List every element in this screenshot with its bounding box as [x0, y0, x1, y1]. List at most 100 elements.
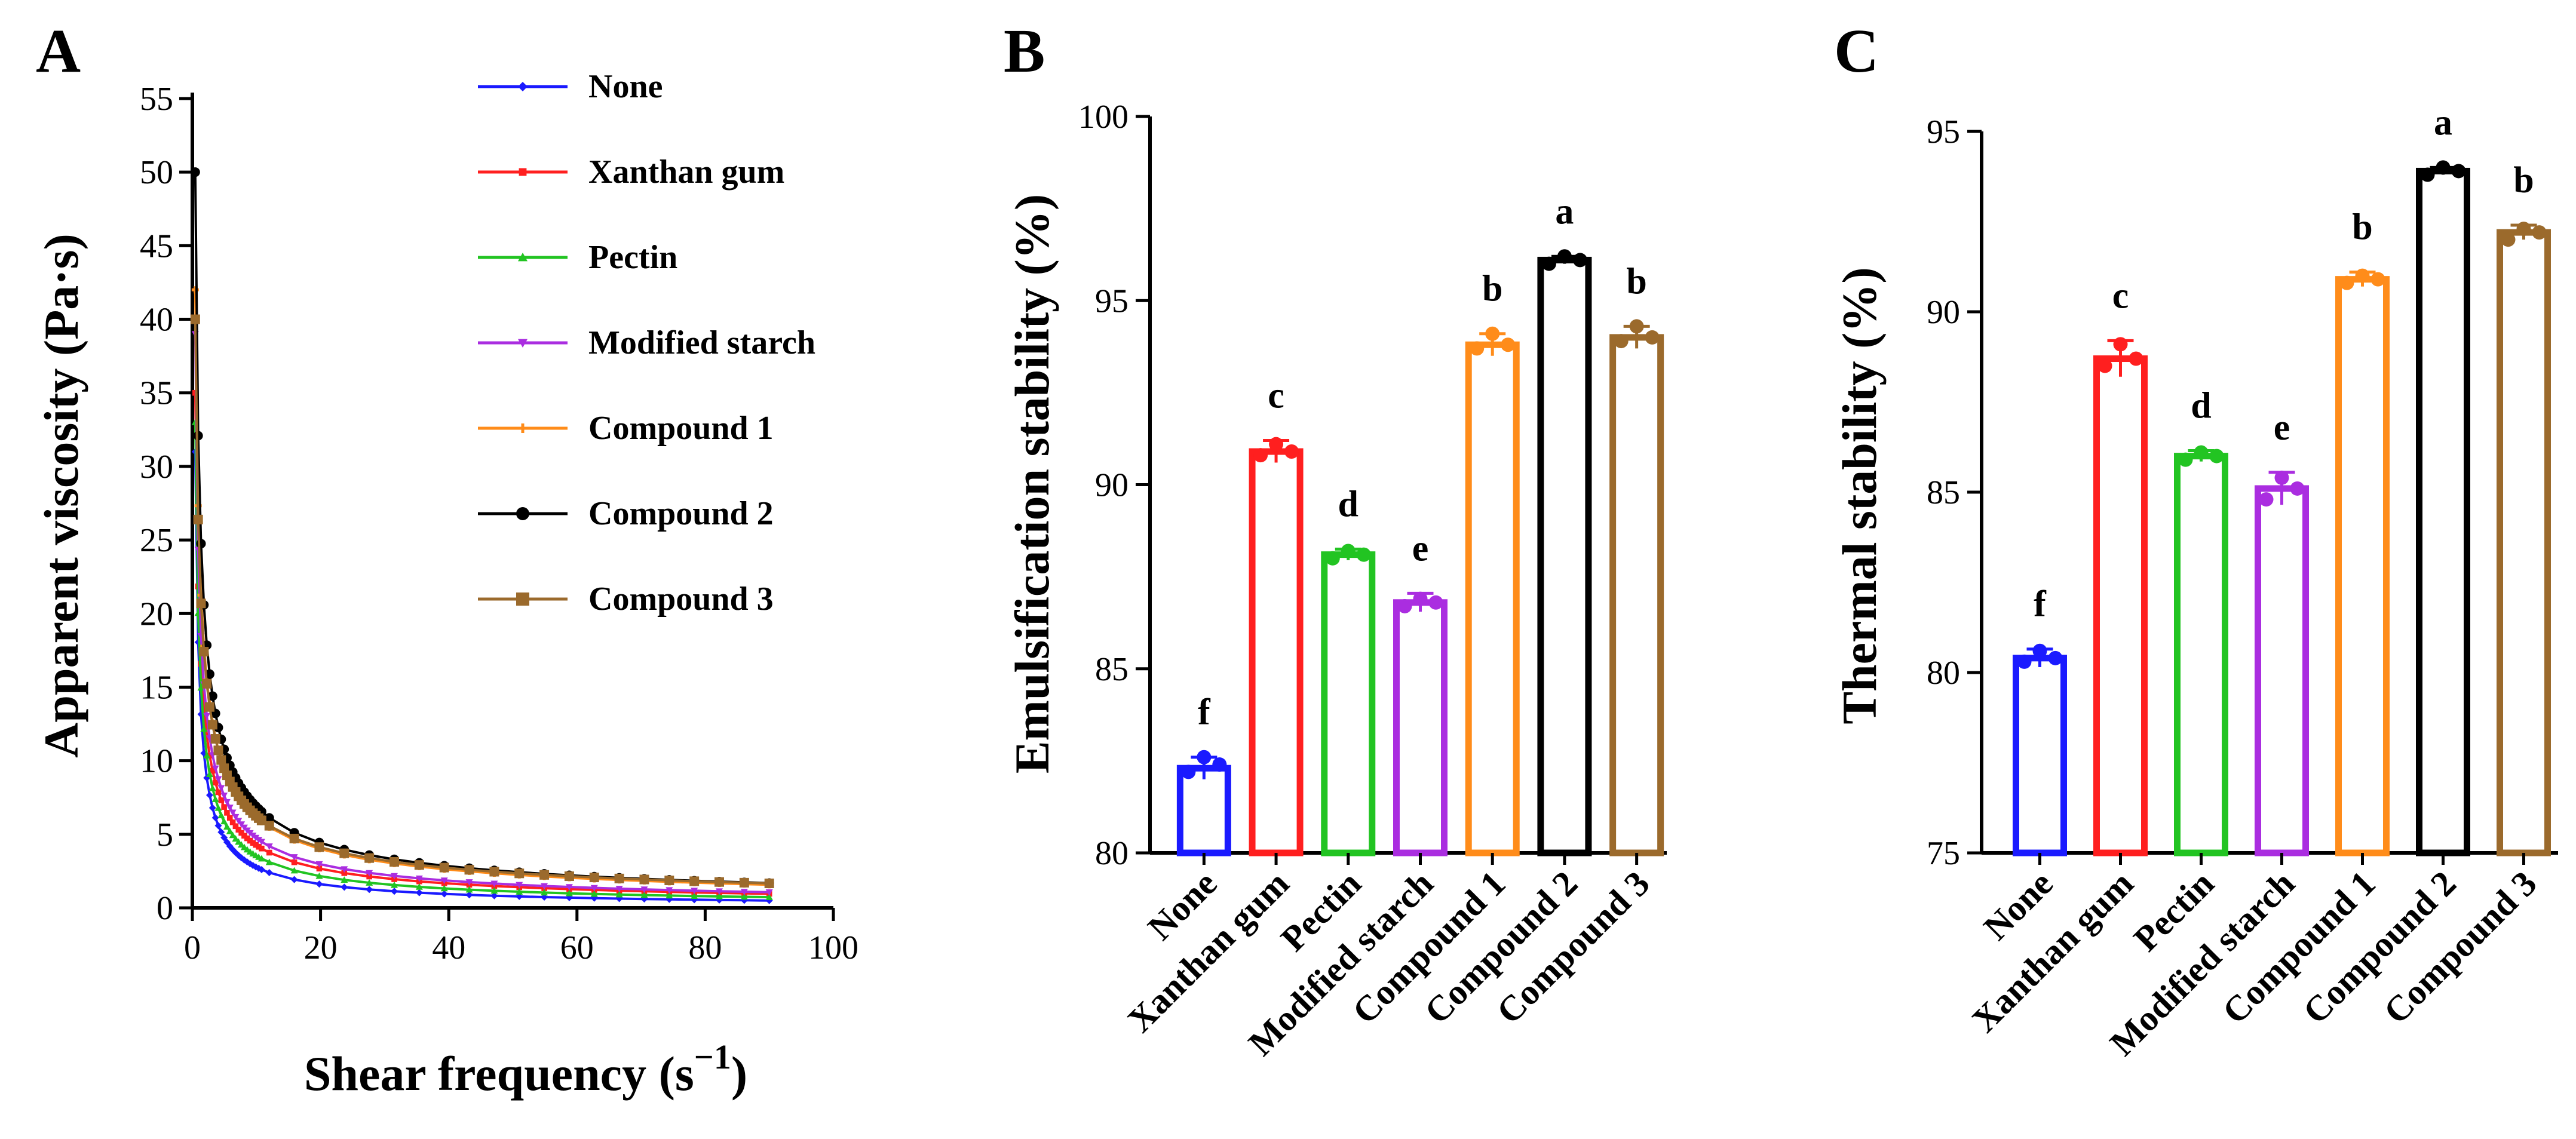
data-point — [265, 869, 273, 877]
replicate-point — [2516, 222, 2531, 237]
data-point — [489, 867, 499, 877]
data-point — [226, 815, 233, 821]
data-point — [440, 885, 448, 892]
data-point — [214, 776, 222, 783]
replicate-point — [1413, 591, 1428, 606]
bar — [2255, 485, 2309, 856]
data-point — [290, 867, 298, 874]
data-point — [217, 812, 225, 818]
data-point — [229, 809, 237, 816]
data-point — [666, 887, 673, 894]
x-title-superscript: −1 — [694, 1037, 731, 1076]
data-point — [199, 647, 209, 657]
panel-c-y-axis-title: Thermal stability (%) — [1832, 267, 1887, 724]
data-point — [256, 843, 262, 850]
data-point — [490, 887, 498, 894]
data-point — [264, 813, 274, 823]
data-point — [226, 805, 234, 812]
legend-marker — [518, 82, 528, 91]
significance-letter: d — [1338, 484, 1358, 524]
data-point — [253, 842, 259, 848]
x-tick-label: 100 — [808, 929, 858, 966]
legend-marker — [518, 423, 528, 433]
data-point — [341, 866, 348, 873]
data-point — [440, 877, 448, 885]
data-point — [235, 827, 242, 833]
bar — [1321, 551, 1376, 856]
data-point — [221, 804, 227, 810]
legend-marker — [516, 507, 529, 520]
data-point — [207, 691, 217, 701]
data-point — [257, 839, 265, 846]
legend-marker — [518, 253, 528, 262]
data-point — [196, 539, 206, 549]
y-tick-label: 95 — [1927, 113, 1960, 151]
data-point — [218, 797, 225, 803]
data-point — [664, 876, 674, 886]
y-tick-label: 30 — [140, 449, 173, 486]
data-point — [200, 725, 208, 732]
data-point — [341, 870, 348, 876]
panel-a-plot-area: 0 5 10 15 20 25 30 35 40 45 50 55 0 20 40 60 80 100 — [140, 81, 858, 966]
data-point — [464, 865, 474, 875]
data-point — [740, 889, 748, 896]
data-point — [290, 854, 298, 861]
data-point — [193, 514, 203, 524]
data-point — [241, 833, 247, 839]
data-point — [439, 862, 449, 873]
y-tick-label: 45 — [140, 228, 173, 265]
data-point — [590, 885, 598, 892]
data-point — [339, 848, 349, 858]
data-point — [666, 892, 673, 899]
series-line — [194, 392, 769, 895]
data-point — [232, 823, 239, 830]
data-point — [691, 892, 698, 899]
data-point — [390, 881, 398, 888]
replicate-point — [2178, 452, 2193, 467]
data-point — [589, 873, 599, 883]
data-point — [565, 889, 573, 897]
data-point — [615, 891, 623, 898]
replicate-point — [2532, 225, 2547, 240]
data-point — [765, 889, 773, 896]
replicate-point — [2194, 445, 2209, 460]
replicate-point — [1470, 341, 1485, 356]
bar — [2335, 276, 2390, 856]
panel-a-line-chart: A 0 5 10 15 20 25 30 35 40 45 50 55 0 20 40 60 80 100 She… — [34, 17, 858, 1101]
data-point — [244, 835, 250, 842]
y-tick-label: 85 — [1927, 474, 1960, 511]
data-point — [208, 784, 216, 791]
y-tick-label: 55 — [140, 81, 173, 118]
significance-letter: a — [2434, 102, 2452, 143]
data-point — [565, 884, 573, 891]
replicate-point — [1629, 319, 1644, 334]
legend-item: Compound 2 — [478, 495, 774, 532]
data-point — [209, 767, 216, 774]
significance-letter: f — [1198, 692, 1211, 733]
replicate-point — [2209, 449, 2224, 463]
data-point — [220, 834, 228, 842]
panel-a-x-axis-title: Shear frequency (s−1) — [304, 1037, 747, 1101]
data-point — [210, 734, 220, 744]
series-compound-3 — [190, 314, 774, 888]
data-point — [390, 888, 398, 895]
data-point — [266, 849, 272, 856]
data-point — [223, 823, 231, 830]
data-point — [211, 814, 219, 822]
replicate-point — [2048, 650, 2063, 665]
legend-item: Xanthan gum — [478, 153, 784, 191]
data-point — [764, 878, 774, 888]
y-tick-label: 90 — [1927, 294, 1960, 331]
replicate-point — [1341, 544, 1356, 558]
data-point — [640, 891, 648, 898]
replicate-point — [1397, 598, 1412, 613]
replicate-point — [2129, 351, 2143, 366]
data-point — [516, 888, 523, 895]
data-point — [415, 889, 423, 897]
data-point — [465, 886, 473, 893]
data-point — [217, 785, 225, 792]
x-title-close: ) — [731, 1046, 747, 1101]
data-point — [364, 853, 375, 863]
